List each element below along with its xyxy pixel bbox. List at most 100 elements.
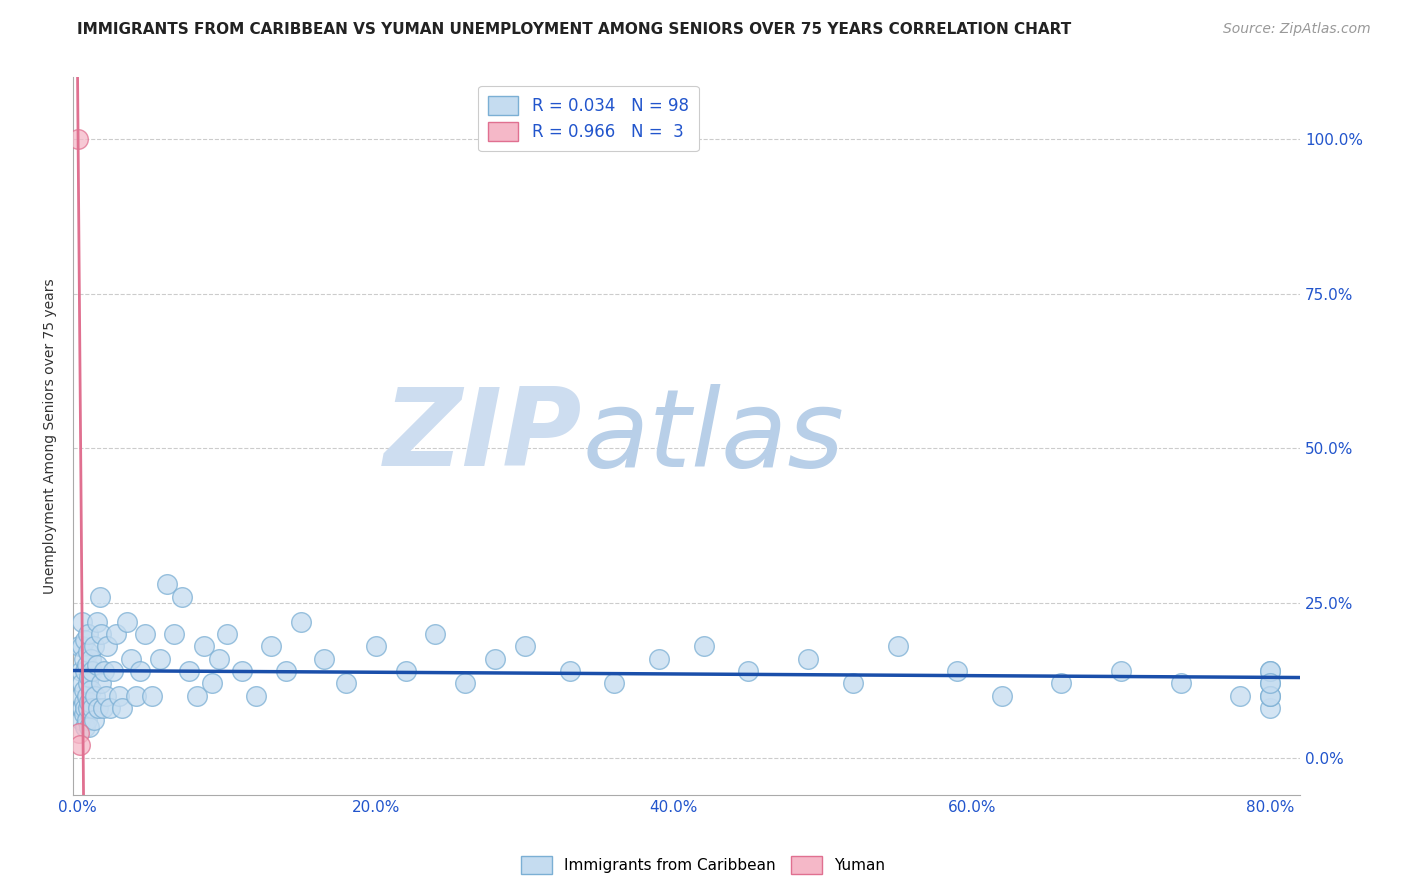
Point bbox=[186, 689, 208, 703]
Point bbox=[77, 627, 100, 641]
Point bbox=[69, 664, 91, 678]
Point bbox=[163, 627, 186, 641]
Point bbox=[335, 676, 357, 690]
Point bbox=[454, 676, 477, 690]
Point bbox=[115, 615, 138, 629]
Point bbox=[312, 651, 335, 665]
Point bbox=[1050, 676, 1073, 690]
Point bbox=[290, 615, 312, 629]
Point bbox=[76, 689, 98, 703]
Point bbox=[76, 714, 98, 728]
Point bbox=[70, 701, 93, 715]
Point bbox=[1258, 664, 1281, 678]
Point bbox=[231, 664, 253, 678]
Point bbox=[946, 664, 969, 678]
Point bbox=[148, 651, 170, 665]
Text: Source: ZipAtlas.com: Source: ZipAtlas.com bbox=[1223, 22, 1371, 37]
Point bbox=[72, 651, 94, 665]
Text: ZIP: ZIP bbox=[384, 383, 582, 489]
Point bbox=[179, 664, 201, 678]
Point bbox=[70, 676, 93, 690]
Point bbox=[111, 701, 134, 715]
Point bbox=[67, 640, 90, 654]
Point bbox=[1258, 701, 1281, 715]
Point bbox=[72, 682, 94, 697]
Point bbox=[648, 651, 671, 665]
Point bbox=[425, 627, 447, 641]
Point bbox=[72, 695, 94, 709]
Point bbox=[260, 640, 283, 654]
Point bbox=[73, 720, 96, 734]
Point bbox=[1258, 664, 1281, 678]
Point bbox=[1109, 664, 1132, 678]
Point bbox=[276, 664, 298, 678]
Point bbox=[364, 640, 387, 654]
Point bbox=[91, 701, 114, 715]
Point bbox=[70, 640, 93, 654]
Point bbox=[125, 689, 148, 703]
Point bbox=[79, 720, 101, 734]
Point bbox=[215, 627, 238, 641]
Point bbox=[73, 633, 96, 648]
Point bbox=[87, 701, 110, 715]
Point bbox=[797, 651, 820, 665]
Point bbox=[82, 664, 104, 678]
Point bbox=[86, 657, 108, 672]
Point bbox=[96, 640, 118, 654]
Point bbox=[1258, 689, 1281, 703]
Point bbox=[69, 738, 91, 752]
Point bbox=[105, 627, 128, 641]
Point bbox=[77, 701, 100, 715]
Point bbox=[120, 651, 142, 665]
Text: atlas: atlas bbox=[582, 384, 844, 489]
Point bbox=[603, 676, 626, 690]
Point bbox=[73, 701, 96, 715]
Point bbox=[513, 640, 536, 654]
Point bbox=[1258, 676, 1281, 690]
Point bbox=[83, 714, 105, 728]
Point bbox=[83, 640, 105, 654]
Point bbox=[1258, 676, 1281, 690]
Point bbox=[77, 676, 100, 690]
Point bbox=[94, 689, 117, 703]
Point bbox=[842, 676, 865, 690]
Point bbox=[108, 689, 131, 703]
Point bbox=[86, 615, 108, 629]
Legend: R = 0.034   N = 98, R = 0.966   N =  3: R = 0.034 N = 98, R = 0.966 N = 3 bbox=[478, 86, 699, 151]
Point bbox=[77, 645, 100, 659]
Point bbox=[79, 670, 101, 684]
Legend: Immigrants from Caribbean, Yuman: Immigrants from Caribbean, Yuman bbox=[515, 850, 891, 880]
Point bbox=[103, 664, 125, 678]
Point bbox=[1170, 676, 1192, 690]
Point bbox=[129, 664, 152, 678]
Point bbox=[484, 651, 506, 665]
Point bbox=[193, 640, 215, 654]
Point bbox=[394, 664, 416, 678]
Point bbox=[170, 590, 193, 604]
Point bbox=[141, 689, 163, 703]
Point bbox=[93, 664, 115, 678]
Point bbox=[201, 676, 224, 690]
Point bbox=[134, 627, 156, 641]
Point bbox=[1258, 689, 1281, 703]
Point bbox=[82, 701, 104, 715]
Point bbox=[90, 627, 112, 641]
Point bbox=[90, 676, 112, 690]
Point bbox=[89, 590, 111, 604]
Point bbox=[991, 689, 1014, 703]
Point bbox=[70, 615, 93, 629]
Text: IMMIGRANTS FROM CARIBBEAN VS YUMAN UNEMPLOYMENT AMONG SENIORS OVER 75 YEARS CORR: IMMIGRANTS FROM CARIBBEAN VS YUMAN UNEMP… bbox=[77, 22, 1071, 37]
Point bbox=[737, 664, 759, 678]
Point bbox=[1229, 689, 1251, 703]
Point bbox=[558, 664, 581, 678]
Point bbox=[886, 640, 908, 654]
Point bbox=[76, 657, 98, 672]
Y-axis label: Unemployment Among Seniors over 75 years: Unemployment Among Seniors over 75 years bbox=[44, 278, 58, 594]
Point bbox=[69, 689, 91, 703]
Point bbox=[84, 689, 107, 703]
Point bbox=[80, 651, 103, 665]
Point bbox=[67, 726, 90, 740]
Point bbox=[73, 664, 96, 678]
Point bbox=[80, 682, 103, 697]
Point bbox=[98, 701, 121, 715]
